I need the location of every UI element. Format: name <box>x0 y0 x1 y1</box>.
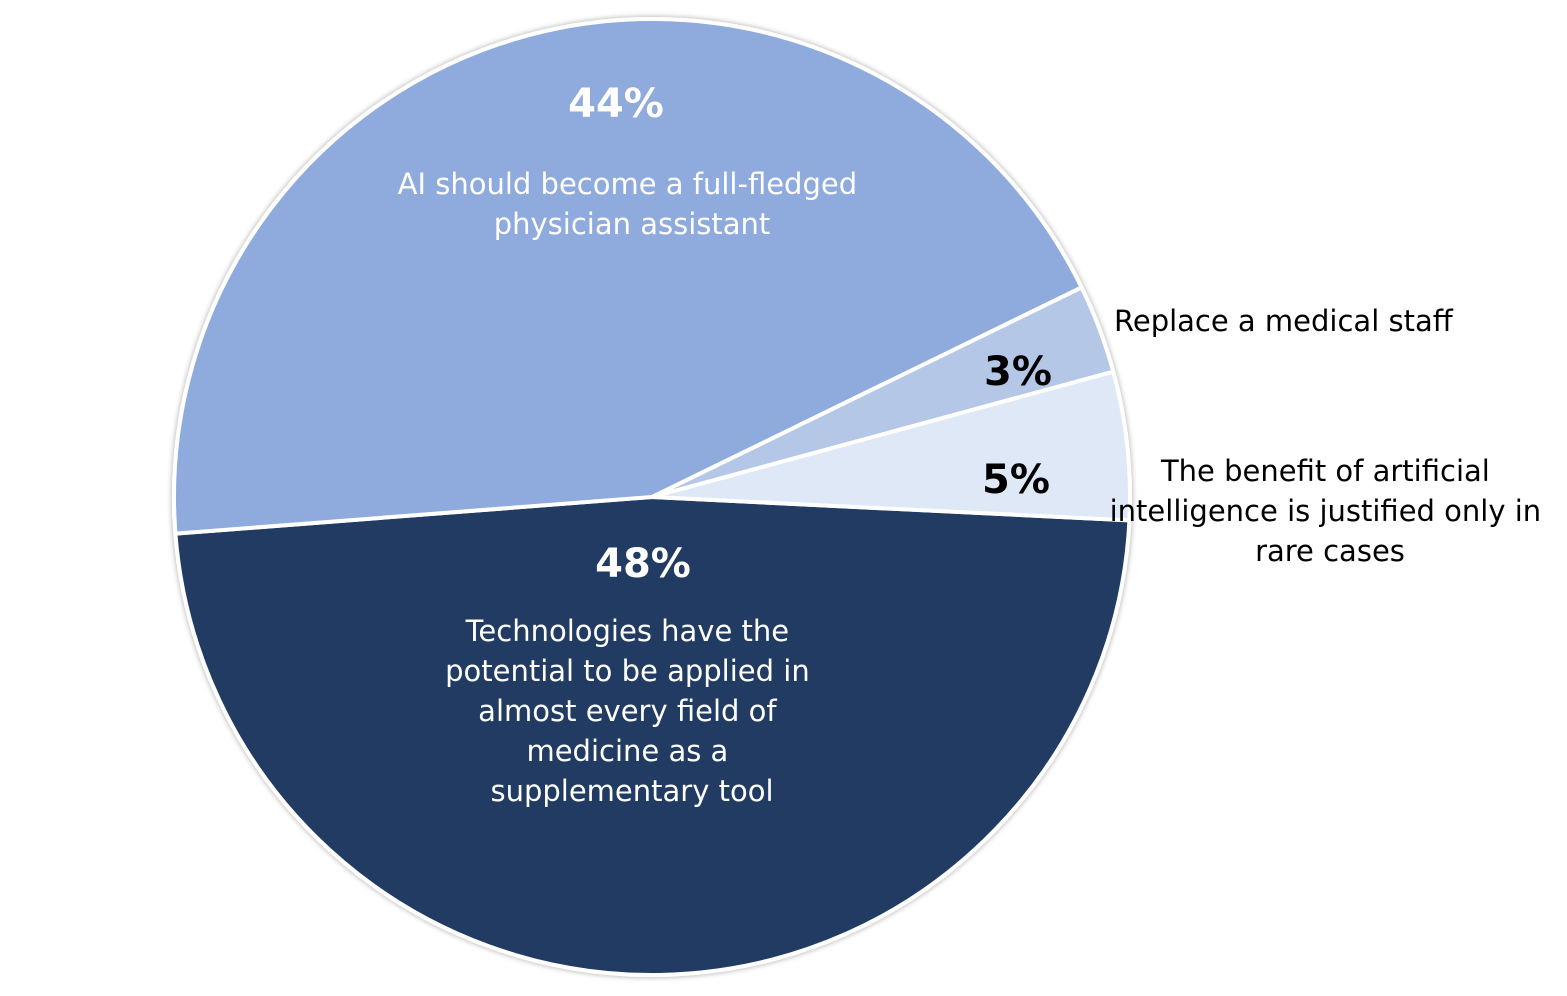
slice-category-label-replace-staff: Replace a medical staff <box>1114 304 1454 338</box>
label-line: almost every field of <box>478 694 777 728</box>
label-line: Technologies have the <box>465 614 789 648</box>
slice-category-label-physician-assistant: AI should become a full-fledged physicia… <box>398 167 867 241</box>
slice-value-label-technologies: 48% <box>595 541 691 587</box>
label-line: Replace a medical staff <box>1114 304 1454 338</box>
slice-category-label-rare-cases: The benefit of artificial intelligence i… <box>1110 454 1551 568</box>
label-line: AI should become a full-fledged <box>398 167 857 201</box>
slice-category-label-technologies: Technologies have the potential to be ap… <box>445 614 819 808</box>
label-line: intelligence is justified only in <box>1110 494 1542 528</box>
label-line: The benefit of artificial <box>1160 454 1490 488</box>
label-line: medicine as a <box>526 734 728 768</box>
slice-physician-assistant <box>172 17 1084 536</box>
slice-technologies <box>173 495 1132 977</box>
slice-value-label-physician-assistant: 44% <box>568 81 664 127</box>
slice-value-label-replace-staff: 3% <box>984 349 1052 395</box>
label-line: rare cases <box>1255 534 1405 568</box>
label-line: physician assistant <box>494 207 771 241</box>
slice-rare-cases <box>650 369 1132 523</box>
label-line: potential to be applied in <box>445 654 810 688</box>
slice-value-label-rare-cases: 5% <box>982 457 1050 503</box>
label-line: supplementary tool <box>490 774 773 808</box>
